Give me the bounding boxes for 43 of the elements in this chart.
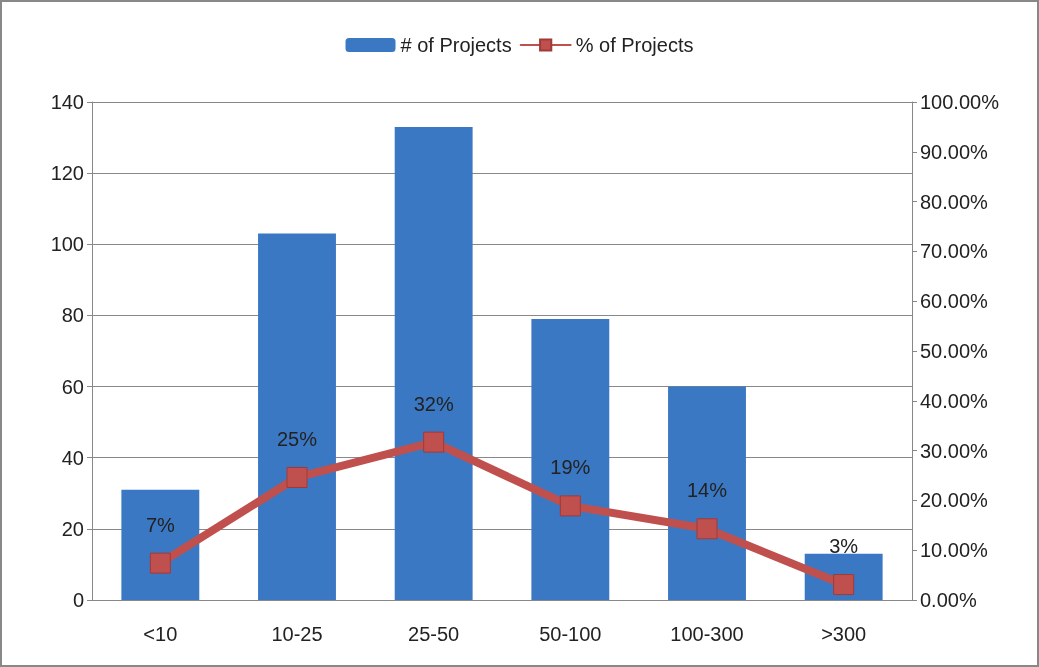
y2-tick-label: 80.00% (920, 190, 989, 213)
y2-tick-label: 30.00% (920, 439, 989, 462)
point (149, 552, 171, 574)
data-label: 3% (829, 535, 859, 558)
y-tick-label: 0 (72, 589, 84, 611)
bar (531, 318, 610, 600)
y2-tick-label: 70.00% (920, 240, 989, 263)
y-tick-label: 120 (50, 162, 84, 185)
y2-tick-label: 60.00% (920, 290, 989, 313)
y-tick-label: 60 (61, 375, 84, 398)
bar (668, 386, 746, 600)
bar (258, 233, 336, 600)
x-tick-label: 100-300 (670, 623, 744, 645)
y-tick-label: 80 (61, 304, 84, 327)
y-tick-label: 40 (61, 446, 84, 469)
bar (121, 489, 200, 600)
data-label: 14% (686, 479, 728, 502)
x-tick-label: 25-50 (408, 623, 460, 645)
y2-tick-label: 20.00% (920, 489, 989, 512)
bar (394, 126, 473, 600)
legend-label: % of Projects (575, 34, 694, 56)
x-tick-label: >300 (821, 623, 867, 645)
data-label: 32% (413, 392, 454, 415)
x-tick-label: <10 (143, 623, 178, 645)
point (286, 466, 308, 488)
y2-tick-label: 90.00% (920, 140, 989, 163)
data-label: 7% (145, 513, 175, 536)
point (423, 431, 445, 453)
y2-tick-label: 40.00% (920, 389, 989, 412)
x-tick-label: 10-25 (271, 623, 323, 645)
y-tick-label: 20 (61, 517, 84, 540)
x-tick-label: 50-100 (539, 623, 602, 645)
point (696, 518, 718, 540)
data-label: 19% (550, 456, 591, 479)
data-label: 25% (276, 427, 318, 450)
y2-tick-label: 0.00% (920, 589, 977, 611)
point (559, 495, 581, 517)
legend-label: # of Projects (400, 34, 512, 56)
y-tick-label: 140 (50, 91, 84, 113)
y-tick-label: 100 (50, 233, 84, 256)
y2-tick-label: 100.00% (920, 91, 1000, 113)
y2-tick-label: 50.00% (920, 340, 989, 362)
y2-tick-label: 10.00% (920, 539, 989, 562)
